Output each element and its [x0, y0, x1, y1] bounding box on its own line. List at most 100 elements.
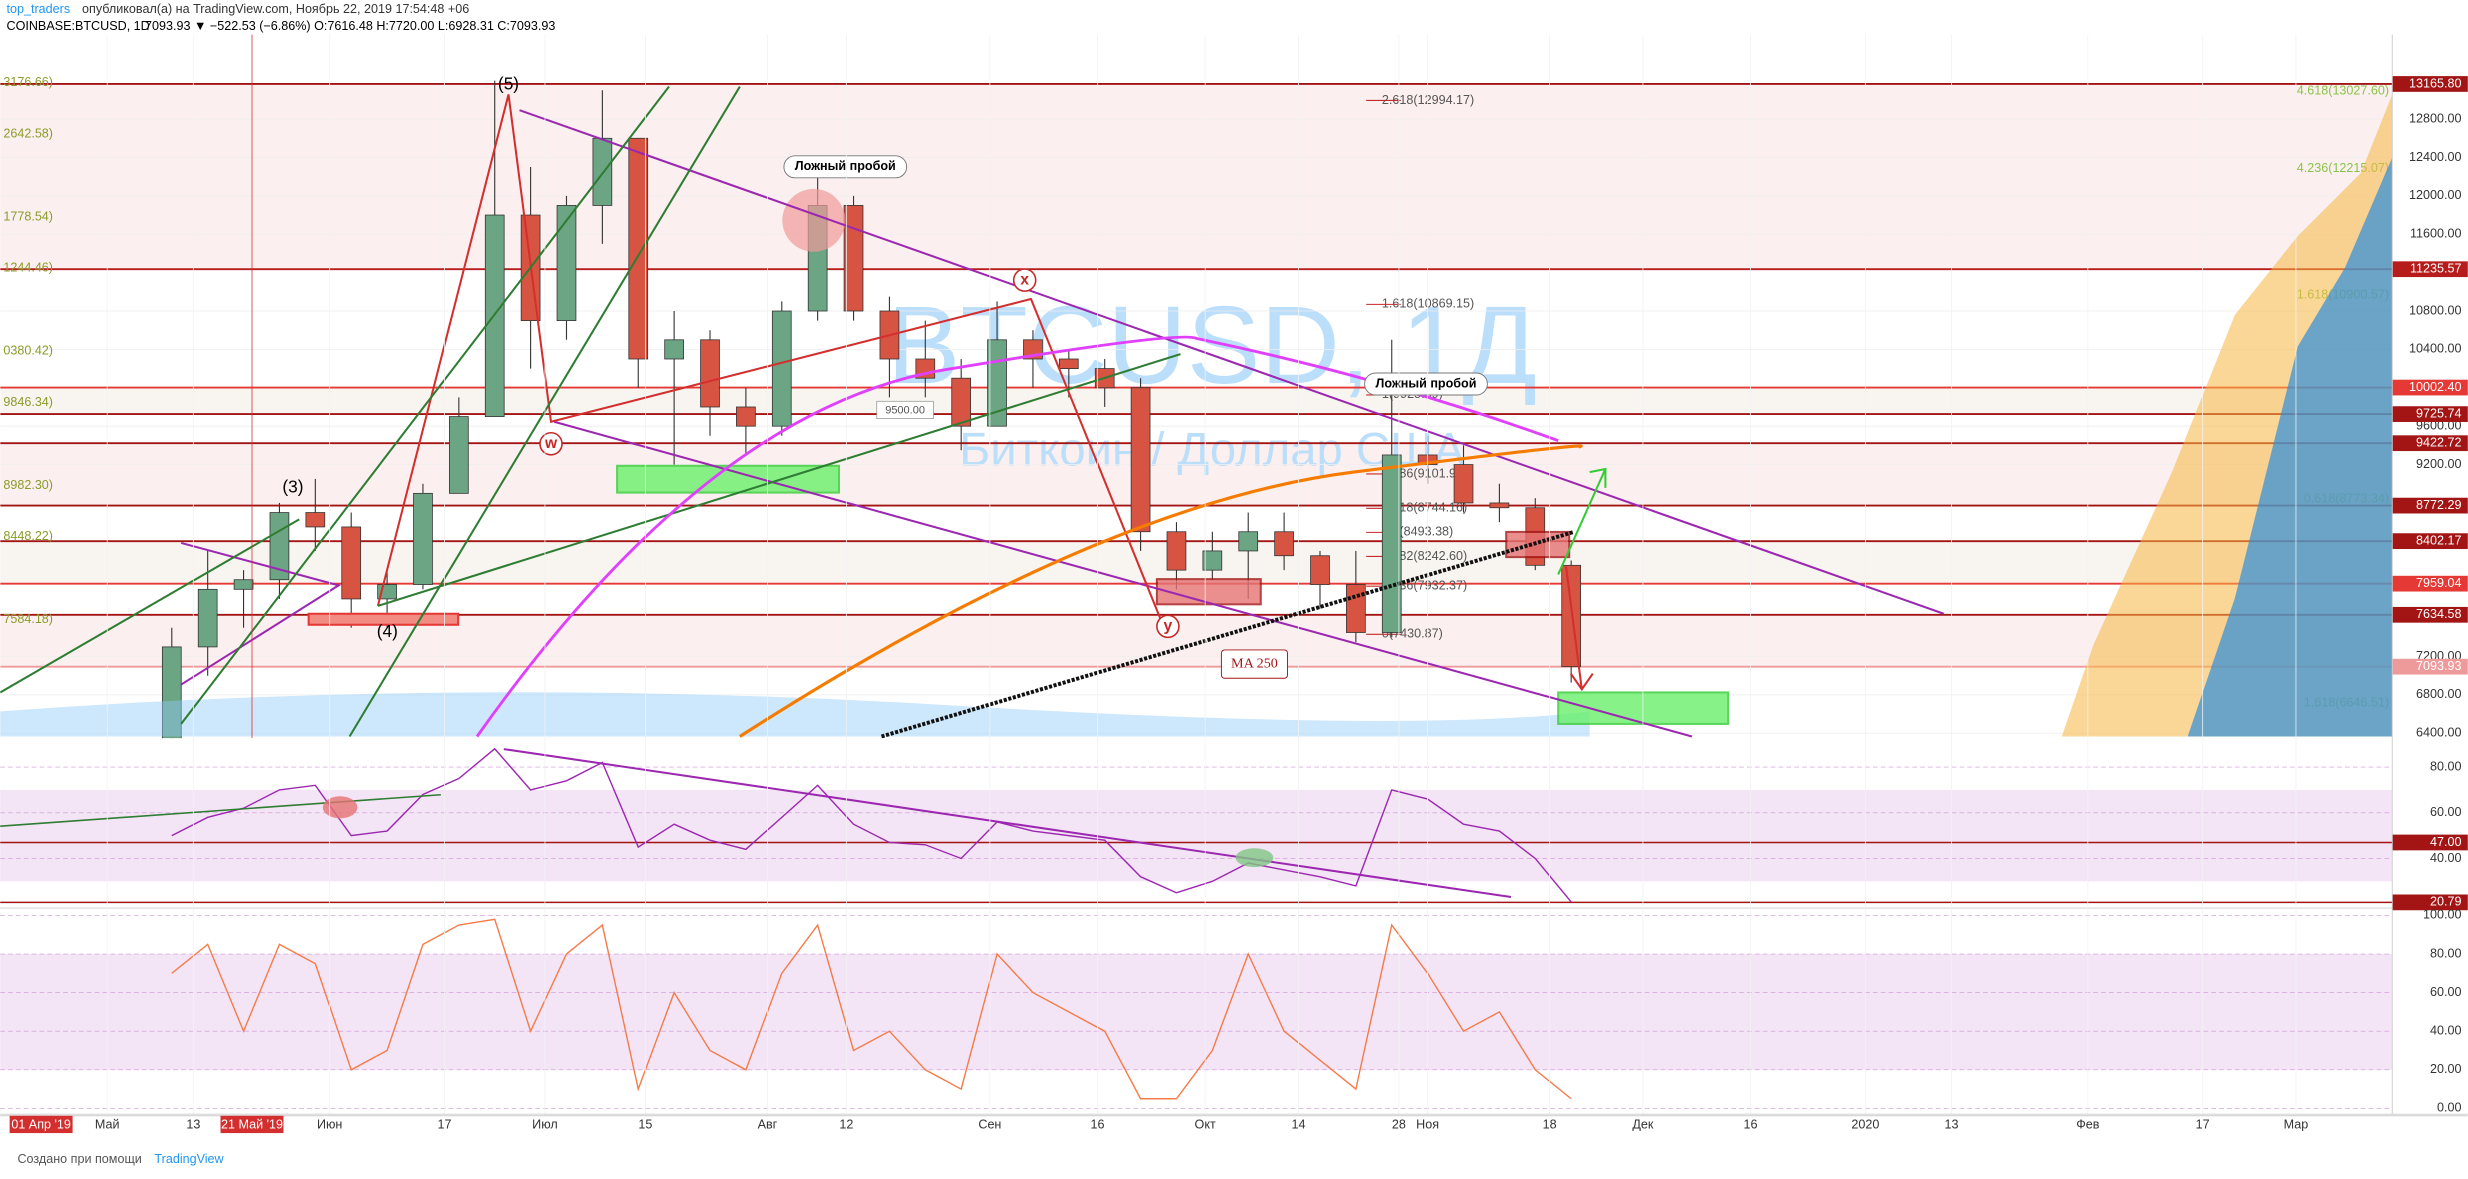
level-label: 20.79	[2430, 895, 2461, 909]
author[interactable]: top_traders	[6, 2, 70, 16]
candle-body	[269, 512, 290, 581]
volume-bars	[0, 692, 1590, 737]
x-tick-label: 12	[839, 1118, 853, 1132]
fib-label: 1778.54)	[3, 209, 53, 223]
fib-label: 3176.66)	[3, 75, 53, 89]
candle-body	[305, 512, 326, 528]
candle-body	[592, 137, 613, 206]
quote: 7093.93 ▼ −522.53 (−6.86%) O:7616.48 H:7…	[145, 19, 555, 33]
y-tick-label: 12400.00	[2409, 150, 2461, 164]
level-tag	[2392, 497, 2468, 514]
fib-label: 1.618(10869.15)	[1382, 297, 1474, 311]
level-band	[0, 541, 2393, 584]
y-tick-label: 80.00	[2430, 759, 2461, 773]
fib-label: 8982.30)	[3, 478, 53, 492]
candle-body	[1058, 358, 1079, 369]
level-band	[0, 387, 2393, 415]
fib-label: 0.382(8242.60)	[1382, 549, 1467, 563]
rsi-mark	[1235, 848, 1274, 868]
rsi-trend	[503, 748, 1512, 899]
range-label-bg	[220, 1115, 284, 1134]
candle-body	[449, 416, 469, 494]
fib-label: 0.786(9101.98)	[1382, 466, 1467, 480]
callout-box	[1364, 372, 1488, 396]
x-tick-label: Мар	[2284, 1118, 2309, 1132]
level-tag	[2392, 435, 2468, 452]
x-tick-label: 28	[1392, 1118, 1406, 1132]
y-tick-label: 40.00	[2430, 851, 2461, 865]
fib-label: 2642.58)	[3, 127, 53, 141]
callout-box	[1220, 649, 1288, 679]
wave-label: (4)	[377, 621, 398, 641]
range-label-bg	[9, 1115, 73, 1134]
candle-body	[843, 205, 864, 312]
level-tag	[2392, 76, 2468, 92]
y-tick-label: 10400.00	[2409, 342, 2461, 356]
indicator-panes	[0, 739, 2468, 1117]
x-tick-label: 16	[1091, 1118, 1105, 1132]
level-label: 7634.58	[2416, 607, 2461, 621]
footer-brand[interactable]: TradingView	[154, 1152, 224, 1166]
level-tag	[2392, 575, 2468, 592]
wave-label: x	[1020, 271, 1029, 288]
level-tag	[2392, 379, 2468, 396]
x-tick-label: 16	[1744, 1118, 1758, 1132]
level-label: 7093.93	[2416, 659, 2461, 673]
callout-box	[876, 400, 934, 420]
candle-body	[628, 137, 649, 360]
x-tick-label: Июн	[317, 1118, 342, 1132]
x-tick-label: Дек	[1632, 1118, 1654, 1132]
candle-body	[1238, 531, 1259, 552]
fib-label: 4.618(13027.60)	[2297, 83, 2389, 97]
level-band	[0, 443, 2393, 506]
candle-body	[1130, 387, 1151, 533]
wave-circle	[1012, 268, 1037, 292]
pane-band	[0, 789, 2393, 882]
y-tick-label: 9200.00	[2416, 457, 2461, 471]
highlight	[782, 188, 846, 252]
y-tick-label: 12000.00	[2409, 188, 2461, 202]
level-label: 7959.04	[2416, 576, 2461, 590]
candle-body	[1346, 584, 1366, 633]
y-tick-label: 11600.00	[2410, 227, 2462, 241]
level-tag	[2392, 261, 2468, 278]
candle-body	[413, 492, 433, 585]
fib-label: 9846.34)	[3, 395, 53, 409]
wave-label: (3)	[282, 476, 303, 496]
x-tick-label: Ноя	[1416, 1118, 1439, 1132]
wave-label: (5)	[498, 74, 519, 94]
range-label: 21 Май '19	[221, 1118, 283, 1132]
x-tick-label: 2020	[1851, 1118, 1879, 1132]
candle-body	[700, 339, 720, 408]
y-tick-label: 12800.00	[2409, 111, 2461, 125]
fib-label: 1244.46)	[3, 261, 53, 275]
x-tick-label: 13	[1944, 1118, 1958, 1132]
candle-body	[771, 310, 792, 427]
y-tick-label: 6400.00	[2416, 726, 2461, 740]
zone	[1155, 578, 1262, 606]
fib-label: 0380.42)	[3, 344, 53, 358]
y-tick-label: 20.00	[2430, 1062, 2461, 1076]
level-label: 9725.74	[2416, 406, 2461, 420]
fib-label: 0.618(8744.16)	[1382, 501, 1467, 515]
level-tag	[2392, 658, 2468, 675]
level-tag	[2392, 894, 2468, 911]
level-label: 10002.40	[2409, 380, 2461, 394]
pane-band	[0, 954, 2393, 1070]
candle-body	[161, 646, 182, 739]
wave-label: y	[1164, 617, 1173, 634]
candle-body	[664, 339, 684, 360]
x-tick-label: 14	[1291, 1118, 1305, 1132]
y-tick-label: 9600.00	[2416, 419, 2461, 433]
callout-box	[783, 155, 908, 179]
trend-line	[519, 109, 1945, 615]
y-tick-label: 80.00	[2430, 946, 2461, 960]
rsi-mark	[322, 796, 358, 819]
indicator-line	[171, 918, 1572, 1100]
x-tick-label: Май	[95, 1118, 120, 1132]
candle-body	[951, 377, 972, 427]
level-tag	[2392, 533, 2468, 550]
candle-body	[1453, 464, 1474, 504]
candle-body	[341, 526, 362, 600]
